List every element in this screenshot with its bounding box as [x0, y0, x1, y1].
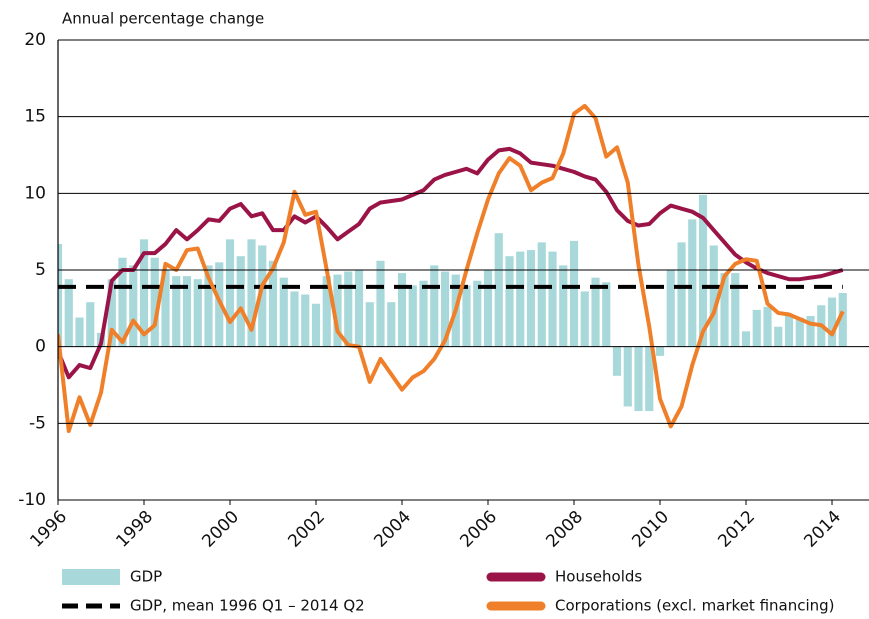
bar: [301, 294, 310, 347]
x-tick-label: 2006: [456, 507, 501, 552]
bar: [645, 346, 654, 412]
y-tick-label: -10: [18, 490, 46, 510]
x-tick-label: 2012: [714, 507, 759, 552]
bar: [634, 346, 643, 412]
bar: [150, 257, 159, 347]
bar: [688, 219, 697, 347]
bar: [784, 316, 794, 347]
legend-label: GDP, mean 1996 Q1 – 2014 Q2: [130, 597, 365, 615]
bar: [430, 265, 439, 347]
bar: [58, 243, 63, 347]
bar: [279, 277, 288, 347]
y-tick-label: 0: [35, 337, 46, 357]
bar: [376, 260, 385, 347]
bar: [612, 346, 622, 376]
x-tick-label: 2008: [542, 507, 587, 552]
y-tick-label: 15: [24, 107, 46, 127]
bar: [741, 331, 751, 347]
bar: [344, 271, 353, 347]
bar: [193, 279, 202, 347]
bar: [838, 293, 847, 347]
x-tick-label: 2002: [284, 507, 329, 552]
bar: [591, 277, 600, 347]
bar: [483, 270, 493, 347]
bar: [408, 285, 417, 347]
x-tick-label: 1996: [26, 507, 71, 552]
bar: [247, 239, 256, 347]
bar: [774, 326, 783, 347]
bar: [129, 265, 138, 347]
bar: [623, 346, 632, 407]
bar: [559, 265, 568, 347]
bar: [677, 242, 686, 347]
bar: [258, 245, 267, 347]
bar: [752, 309, 761, 347]
y-tick-label: 20: [24, 30, 46, 50]
bar: [397, 273, 407, 347]
bar: [322, 276, 331, 347]
bar: [268, 260, 278, 347]
bar: [333, 274, 342, 347]
bar: [236, 256, 245, 347]
legend-label: Households: [555, 568, 642, 586]
x-tick-label: 2010: [628, 507, 673, 552]
bar: [602, 282, 611, 347]
plot-area: [58, 103, 847, 433]
bar: [172, 276, 181, 347]
bar: [494, 233, 503, 347]
bar: [526, 250, 536, 347]
legend-label: Corporations (excl. market financing): [555, 597, 835, 615]
bar: [118, 257, 127, 347]
bar: [795, 317, 804, 347]
y-tick-label: 5: [35, 260, 46, 280]
x-tick-label: 2000: [198, 507, 243, 552]
bar: [311, 303, 321, 347]
bar: [462, 285, 471, 347]
bar: [107, 279, 116, 347]
bar: [419, 280, 428, 347]
bar: [731, 273, 740, 347]
bar: [204, 265, 213, 347]
bar: [655, 346, 665, 356]
bar: [827, 297, 837, 347]
x-tick-label: 2014: [800, 507, 845, 552]
bar: [569, 240, 579, 347]
bar: [537, 242, 546, 347]
bar: [354, 270, 364, 347]
bar: [763, 306, 772, 347]
bar: [709, 245, 718, 347]
bar: [505, 256, 514, 347]
y-tick-label: -5: [29, 413, 46, 433]
bar: [440, 271, 450, 347]
bar: [698, 194, 708, 347]
bar: [473, 280, 482, 347]
bar: [666, 270, 675, 347]
bar: [580, 291, 589, 347]
bar: [64, 279, 73, 347]
bar: [387, 302, 396, 347]
bar: [182, 276, 192, 347]
x-tick-label: 1998: [112, 507, 157, 552]
legend-label: GDP: [130, 568, 162, 586]
bar: [365, 302, 374, 347]
line: [58, 146, 844, 380]
line: [58, 103, 845, 433]
bar: [139, 239, 149, 347]
bar: [516, 251, 525, 347]
bar: [548, 251, 557, 347]
bar: [720, 273, 729, 347]
x-tick-label: 2004: [370, 507, 415, 552]
bar: [161, 270, 170, 347]
y-tick-label: 10: [24, 183, 46, 203]
subtitle: Annual percentage change: [62, 10, 264, 28]
bar: [806, 316, 815, 347]
bar: [225, 239, 235, 347]
legend-swatch: [62, 569, 120, 585]
bar: [290, 291, 299, 347]
bar: [86, 302, 95, 347]
bar: [75, 317, 84, 347]
